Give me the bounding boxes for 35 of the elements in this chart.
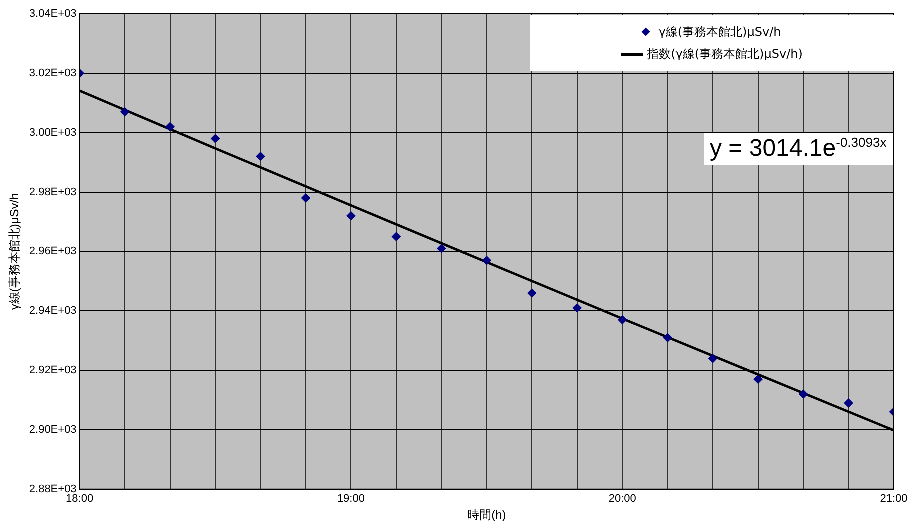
x-tick-label: 21:00 [880, 493, 908, 506]
y-tick-label: 3.02E+03 [29, 67, 77, 80]
y-tick-label: 2.96E+03 [29, 246, 77, 258]
point [211, 134, 220, 144]
point [572, 304, 582, 313]
legend-label: 指数(γ線(事務本館北)μSv/h) [647, 46, 803, 62]
y-tick-label: 3.04E+03 [29, 8, 77, 20]
annotation: y = 3014.1e$^{-0.3093x}$ [704, 132, 893, 165]
y-tick-label: 2.92E+03 [29, 364, 77, 377]
x-tick-label: 19:00 [337, 493, 365, 506]
x-axis-title: 時間(h) [468, 508, 506, 522]
point [708, 354, 718, 364]
point [799, 390, 808, 399]
legend-label: γ線(事務本館北)μSv/h [658, 24, 782, 40]
point [528, 288, 537, 298]
point [346, 212, 356, 221]
point [120, 108, 130, 117]
y-tick-label: 2.98E+03 [29, 186, 77, 198]
point [256, 152, 266, 162]
point [482, 256, 492, 266]
point [618, 316, 628, 325]
point [844, 398, 854, 408]
x-tick-label: 20:00 [608, 493, 636, 506]
point [301, 194, 310, 203]
point [663, 333, 672, 342]
point [437, 244, 446, 254]
y-axis-title: γ線(事務本館北)μSv/h [8, 193, 22, 310]
y-tick-label: 2.88E+03 [29, 483, 77, 496]
point [392, 232, 401, 242]
point [754, 374, 763, 384]
y-tick-label: 2.94E+03 [29, 305, 77, 318]
y-tick-label: 3.00E+03 [29, 126, 77, 139]
y-tick-label: 2.90E+03 [29, 424, 77, 436]
x-tick-label: 18:00 [66, 493, 94, 506]
point [166, 122, 175, 132]
